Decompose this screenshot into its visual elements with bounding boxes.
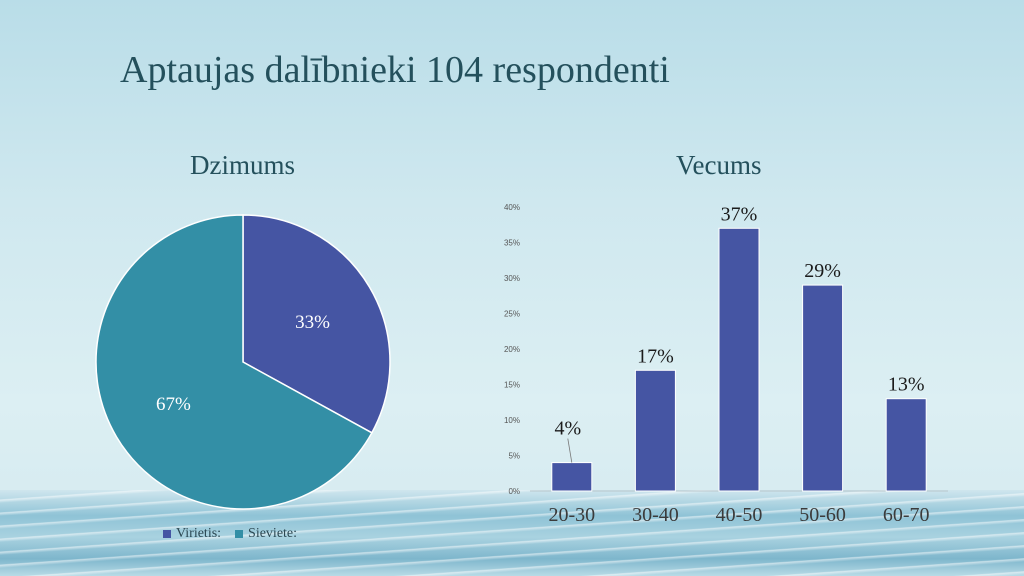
bar-data-label: 29% xyxy=(804,260,841,282)
y-tick-label: 40% xyxy=(504,203,520,212)
legend-item-female: Sieviete: xyxy=(235,526,297,542)
legend-item-male: Virietis: xyxy=(163,526,221,542)
y-tick-label: 0% xyxy=(508,487,520,496)
y-tick-label: 20% xyxy=(504,345,520,354)
y-tick-label: 15% xyxy=(504,381,520,390)
x-tick-label: 40-50 xyxy=(716,504,763,526)
legend-label-female: Sieviete: xyxy=(248,526,298,541)
pie-data-label: 33% xyxy=(295,312,330,333)
y-tick-label: 10% xyxy=(504,416,520,425)
legend-swatch-male xyxy=(163,530,171,538)
legend-swatch-female xyxy=(235,530,244,538)
x-tick-label: 50-60 xyxy=(799,504,846,526)
pie-legend: Virietis: Sieviete: xyxy=(163,526,297,542)
bar-40-50 xyxy=(718,227,760,492)
slide-title: Aptaujas dalībnieki 104 respondenti xyxy=(120,49,670,91)
y-tick-label: 5% xyxy=(508,452,520,461)
bar-50-60 xyxy=(802,284,844,492)
bar-data-label: 13% xyxy=(888,374,925,396)
x-tick-label: 20-30 xyxy=(548,504,595,526)
data-label-leader xyxy=(567,438,573,463)
bar-data-label: 4% xyxy=(554,418,581,440)
pie-chart-title: Dzimums xyxy=(190,150,295,180)
bar-data-label: 17% xyxy=(637,345,674,367)
y-tick-label: 25% xyxy=(504,310,520,319)
x-tick-label: 60-70 xyxy=(883,504,930,526)
pie-slice-female xyxy=(95,214,373,510)
bar-60-70 xyxy=(885,398,927,492)
legend-label-male: Virietis: xyxy=(176,526,222,541)
y-tick-label: 30% xyxy=(504,274,520,283)
pie-data-label: 67% xyxy=(156,394,191,415)
bar-30-40 xyxy=(634,369,676,492)
bar-data-label: 37% xyxy=(721,203,758,225)
bar-20-30 xyxy=(551,462,593,492)
bar-chart-title: Vecums xyxy=(676,150,762,180)
y-tick-label: 35% xyxy=(504,239,520,248)
pie-slice-male xyxy=(242,214,391,434)
x-tick-label: 30-40 xyxy=(632,504,679,526)
